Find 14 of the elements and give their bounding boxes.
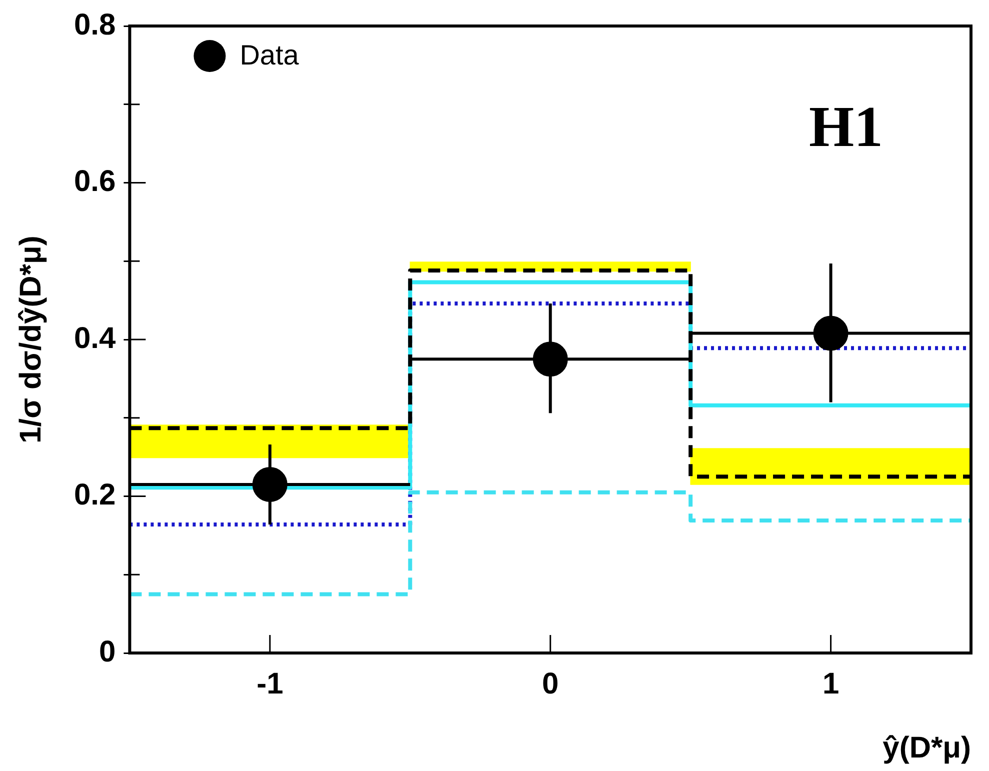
y-tick-label: 0.6 [74, 165, 116, 198]
y-tick-label: 0.8 [74, 8, 116, 42]
y-tick-label: 0 [99, 635, 116, 668]
y-tick-label: 0.2 [74, 478, 116, 512]
x-tick-label: 1 [822, 667, 840, 700]
x-axis-title: ŷ(D*μ) [882, 731, 971, 764]
legend-label: Data [240, 40, 300, 71]
annotation: H1 [808, 94, 884, 159]
y-tick-label: 0.4 [74, 322, 116, 355]
y-axis-title: 1/σ dσ/dŷ(D*μ) [14, 236, 48, 444]
x-tick-label: 0 [542, 667, 559, 700]
x-tick-label: -1 [256, 667, 284, 700]
bar [690, 448, 971, 485]
bar [130, 424, 410, 458]
